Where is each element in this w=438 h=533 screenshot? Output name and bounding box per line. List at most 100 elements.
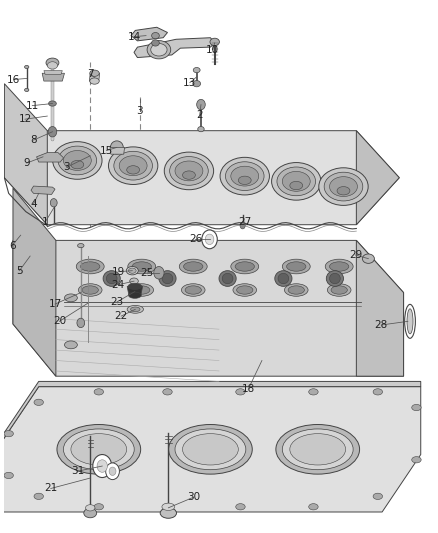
- Ellipse shape: [309, 389, 318, 395]
- Ellipse shape: [85, 505, 95, 511]
- Ellipse shape: [64, 294, 78, 302]
- Text: 3: 3: [136, 106, 143, 116]
- Ellipse shape: [151, 44, 167, 56]
- Ellipse shape: [362, 254, 374, 263]
- Polygon shape: [357, 240, 403, 376]
- Ellipse shape: [175, 161, 203, 181]
- Ellipse shape: [71, 160, 84, 169]
- Ellipse shape: [64, 150, 91, 171]
- Polygon shape: [31, 186, 55, 195]
- Polygon shape: [4, 131, 399, 225]
- Ellipse shape: [152, 40, 159, 46]
- Ellipse shape: [236, 389, 245, 395]
- Ellipse shape: [373, 389, 382, 395]
- Ellipse shape: [284, 284, 308, 296]
- Ellipse shape: [58, 146, 97, 175]
- Ellipse shape: [238, 176, 251, 184]
- Ellipse shape: [25, 66, 29, 69]
- Circle shape: [50, 199, 57, 207]
- Ellipse shape: [329, 273, 340, 284]
- Ellipse shape: [275, 271, 292, 286]
- Ellipse shape: [231, 259, 259, 274]
- Ellipse shape: [71, 434, 127, 465]
- Ellipse shape: [131, 307, 140, 312]
- Text: 3: 3: [64, 162, 70, 172]
- Ellipse shape: [134, 286, 150, 294]
- Text: 7: 7: [87, 69, 94, 79]
- Ellipse shape: [159, 271, 176, 286]
- Text: 21: 21: [44, 483, 57, 494]
- Ellipse shape: [90, 78, 99, 84]
- Ellipse shape: [109, 147, 158, 184]
- Ellipse shape: [130, 284, 154, 296]
- Text: 13: 13: [183, 78, 196, 87]
- Ellipse shape: [237, 286, 253, 294]
- Ellipse shape: [94, 504, 103, 510]
- Ellipse shape: [331, 286, 347, 294]
- Ellipse shape: [128, 283, 142, 289]
- Ellipse shape: [290, 434, 346, 465]
- Ellipse shape: [325, 259, 353, 274]
- Text: 16: 16: [7, 75, 21, 85]
- Ellipse shape: [53, 142, 102, 179]
- Ellipse shape: [76, 259, 104, 274]
- Ellipse shape: [407, 309, 413, 334]
- Ellipse shape: [128, 292, 141, 298]
- Circle shape: [154, 266, 164, 279]
- Ellipse shape: [64, 341, 78, 349]
- Ellipse shape: [324, 172, 363, 201]
- Ellipse shape: [110, 141, 123, 154]
- Ellipse shape: [276, 424, 360, 474]
- Ellipse shape: [210, 38, 219, 45]
- Ellipse shape: [337, 187, 350, 195]
- Ellipse shape: [128, 259, 155, 274]
- Ellipse shape: [222, 273, 233, 284]
- Ellipse shape: [226, 162, 264, 190]
- Ellipse shape: [82, 286, 99, 294]
- Text: 22: 22: [114, 311, 128, 321]
- Circle shape: [197, 99, 205, 110]
- Circle shape: [93, 455, 112, 478]
- Ellipse shape: [25, 88, 29, 92]
- Ellipse shape: [272, 163, 321, 200]
- Ellipse shape: [152, 33, 159, 39]
- Ellipse shape: [94, 389, 103, 395]
- Ellipse shape: [286, 262, 306, 271]
- Ellipse shape: [114, 151, 152, 180]
- Text: 9: 9: [23, 158, 30, 168]
- Polygon shape: [44, 71, 62, 74]
- Ellipse shape: [164, 152, 214, 190]
- Text: 26: 26: [189, 235, 202, 244]
- Ellipse shape: [327, 284, 351, 296]
- Ellipse shape: [412, 405, 421, 410]
- Ellipse shape: [373, 493, 382, 499]
- Polygon shape: [127, 286, 143, 295]
- Ellipse shape: [236, 504, 245, 510]
- Text: 12: 12: [18, 114, 32, 124]
- Text: 10: 10: [206, 45, 219, 55]
- Ellipse shape: [288, 286, 304, 294]
- Circle shape: [240, 223, 245, 229]
- Ellipse shape: [278, 273, 289, 284]
- Text: 1: 1: [42, 217, 49, 227]
- Ellipse shape: [185, 286, 201, 294]
- Text: 28: 28: [374, 320, 388, 330]
- Text: 8: 8: [30, 135, 37, 145]
- Text: 17: 17: [49, 299, 62, 309]
- Ellipse shape: [4, 472, 14, 479]
- Text: 20: 20: [53, 317, 66, 326]
- Ellipse shape: [309, 504, 318, 510]
- Ellipse shape: [106, 273, 117, 284]
- Ellipse shape: [78, 244, 84, 248]
- Ellipse shape: [179, 259, 207, 274]
- Ellipse shape: [162, 503, 175, 511]
- Ellipse shape: [193, 68, 200, 72]
- Ellipse shape: [198, 126, 204, 132]
- Ellipse shape: [78, 322, 84, 326]
- Circle shape: [106, 463, 120, 480]
- Polygon shape: [42, 73, 64, 81]
- Ellipse shape: [329, 262, 349, 271]
- Circle shape: [109, 467, 116, 475]
- Circle shape: [48, 126, 57, 137]
- Text: 31: 31: [71, 466, 84, 477]
